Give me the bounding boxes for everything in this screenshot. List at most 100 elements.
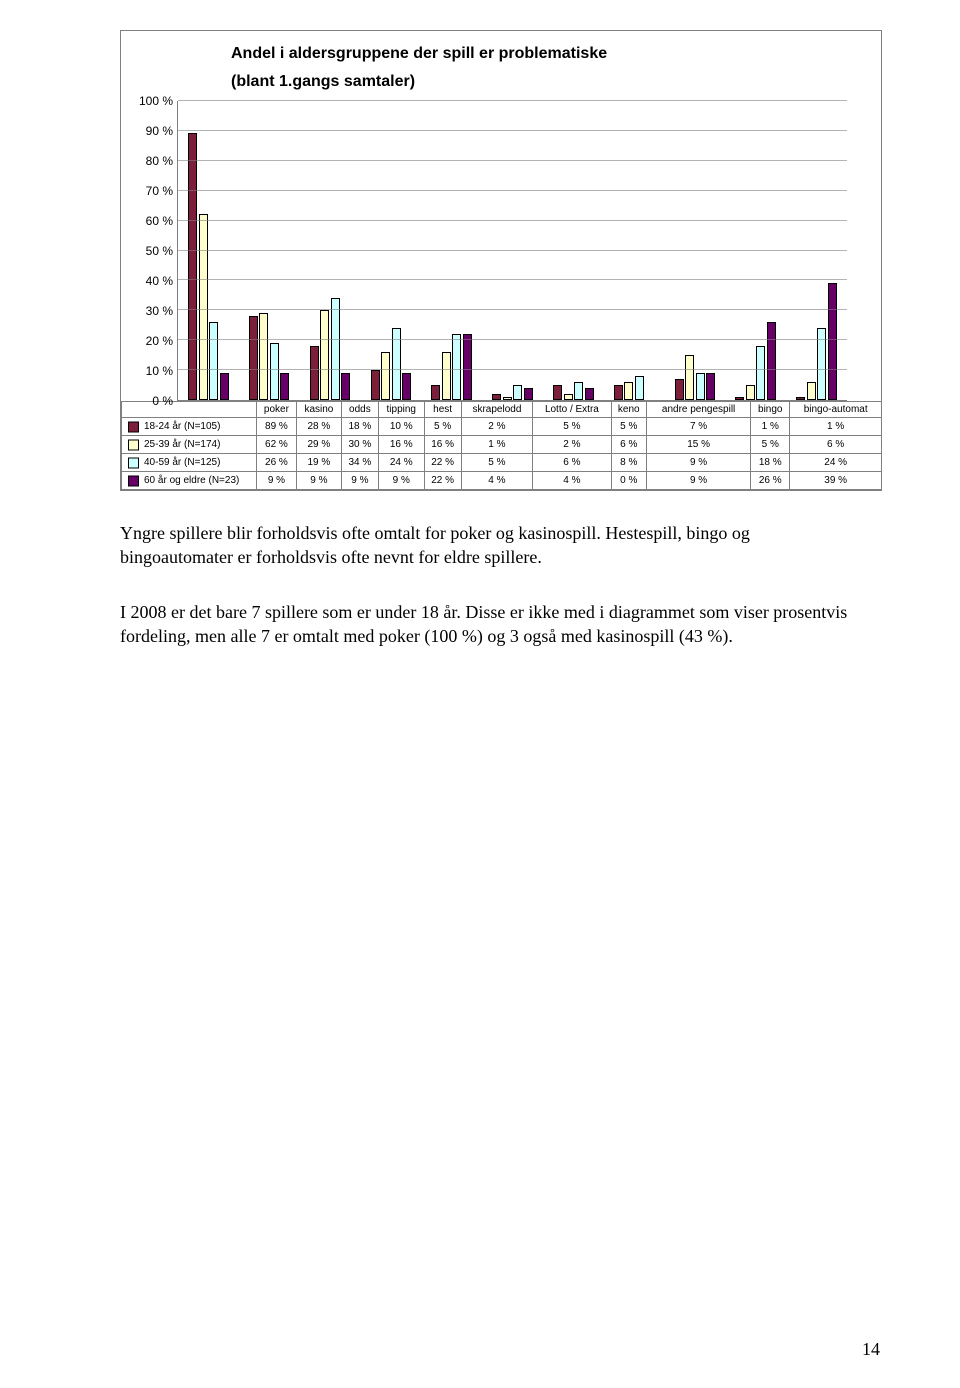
table-cell: 2 %: [533, 436, 611, 454]
paragraph-1: Yngre spillere blir forholdsvis ofte omt…: [120, 521, 860, 570]
category-group: [239, 101, 300, 400]
bar: [513, 385, 522, 400]
bar: [492, 394, 501, 400]
y-tick-label: 50 %: [146, 244, 173, 258]
gridline: [178, 339, 847, 340]
table-cell: 6 %: [533, 454, 611, 472]
gridline: [178, 250, 847, 251]
table-cell: 9 %: [378, 472, 424, 490]
table-cell: 15 %: [647, 436, 751, 454]
table-row: 60 år og eldre (N=23)9 %9 %9 %9 %22 %4 %…: [122, 472, 882, 490]
bar: [706, 373, 715, 400]
plot-area: 100 %90 %80 %70 %60 %50 %40 %30 %20 %10 …: [121, 101, 881, 401]
category-group: [604, 101, 665, 400]
table-cell: 26 %: [751, 472, 790, 490]
y-tick-label: 70 %: [146, 184, 173, 198]
table-header-cell: kasino: [296, 402, 341, 418]
table-cell: 9 %: [296, 472, 341, 490]
gridline: [178, 190, 847, 191]
category-group: [300, 101, 361, 400]
table-cell: 24 %: [378, 454, 424, 472]
table-cell: 18 %: [341, 418, 378, 436]
table-cell: 29 %: [296, 436, 341, 454]
bar: [524, 388, 533, 400]
bar: [564, 394, 573, 400]
gridline: [178, 100, 847, 101]
bar: [431, 385, 440, 400]
legend-swatch: [128, 421, 139, 432]
series-label-text: 60 år og eldre (N=23): [144, 475, 239, 486]
table-cell: 16 %: [378, 436, 424, 454]
table-cell: 9 %: [341, 472, 378, 490]
series-label-text: 40-59 år (N=125): [144, 457, 220, 468]
table-cell: [122, 402, 257, 418]
table-cell: 1 %: [751, 418, 790, 436]
bar: [280, 373, 289, 400]
table-cell: 2 %: [461, 418, 533, 436]
table-header-cell: skrapelodd: [461, 402, 533, 418]
table-cell: 9 %: [647, 472, 751, 490]
y-tick-label: 90 %: [146, 124, 173, 138]
chart-title: Andel i aldersgruppene der spill er prob…: [121, 31, 881, 67]
y-tick-label: 30 %: [146, 304, 173, 318]
bar: [675, 379, 684, 400]
category-group: [725, 101, 786, 400]
table-cell: 6 %: [790, 436, 882, 454]
bar: [828, 283, 837, 400]
bar: [553, 385, 562, 400]
category-group: [665, 101, 726, 400]
category-group: [421, 101, 482, 400]
table-cell: 10 %: [378, 418, 424, 436]
table-cell: 4 %: [461, 472, 533, 490]
table-cell: 0 %: [611, 472, 646, 490]
bar: [796, 397, 805, 400]
bar: [503, 397, 512, 400]
table-cell: 5 %: [533, 418, 611, 436]
bar: [249, 316, 258, 400]
table-cell: 18 %: [751, 454, 790, 472]
table-cell: 5 %: [751, 436, 790, 454]
table-cell: 9 %: [257, 472, 297, 490]
table-cell: 30 %: [341, 436, 378, 454]
table-cell: 5 %: [461, 454, 533, 472]
page: Andel i aldersgruppene der spill er prob…: [0, 0, 960, 1388]
table-header-row: pokerkasinooddstippinghestskrapeloddLott…: [122, 402, 882, 418]
series-label-text: 18-24 år (N=105): [144, 421, 220, 432]
table-row: 25-39 år (N=174)62 %29 %30 %16 %16 %1 %2…: [122, 436, 882, 454]
category-group: [786, 101, 847, 400]
table-cell: 34 %: [341, 454, 378, 472]
y-axis-labels: 100 %90 %80 %70 %60 %50 %40 %30 %20 %10 …: [121, 101, 177, 401]
bar: [585, 388, 594, 400]
table-cell: 1 %: [461, 436, 533, 454]
bar: [199, 214, 208, 400]
bar: [574, 382, 583, 400]
table-header-cell: keno: [611, 402, 646, 418]
bar: [746, 385, 755, 400]
category-group: [360, 101, 421, 400]
table-cell: 5 %: [611, 418, 646, 436]
bar: [614, 385, 623, 400]
table-cell: 24 %: [790, 454, 882, 472]
bar: [696, 373, 705, 400]
legend-swatch: [128, 457, 139, 468]
legend-swatch: [128, 439, 139, 450]
series-label-cell: 60 år og eldre (N=23): [122, 472, 257, 490]
table-header-cell: tipping: [378, 402, 424, 418]
chart-subtitle: (blant 1.gangs samtaler): [121, 67, 881, 101]
table-cell: 16 %: [424, 436, 461, 454]
gridline: [178, 309, 847, 310]
bar: [188, 133, 197, 400]
bar: [685, 355, 694, 400]
table-cell: 22 %: [424, 454, 461, 472]
y-tick-label: 40 %: [146, 274, 173, 288]
data-table: pokerkasinooddstippinghestskrapeloddLott…: [121, 401, 882, 490]
page-number: 14: [862, 1339, 880, 1360]
table-header-cell: hest: [424, 402, 461, 418]
table-header-cell: bingo-automat: [790, 402, 882, 418]
bar: [452, 334, 461, 400]
table-cell: 19 %: [296, 454, 341, 472]
gridline: [178, 160, 847, 161]
bar: [402, 373, 411, 400]
bar: [624, 382, 633, 400]
table-row: 18-24 år (N=105)89 %28 %18 %10 %5 %2 %5 …: [122, 418, 882, 436]
